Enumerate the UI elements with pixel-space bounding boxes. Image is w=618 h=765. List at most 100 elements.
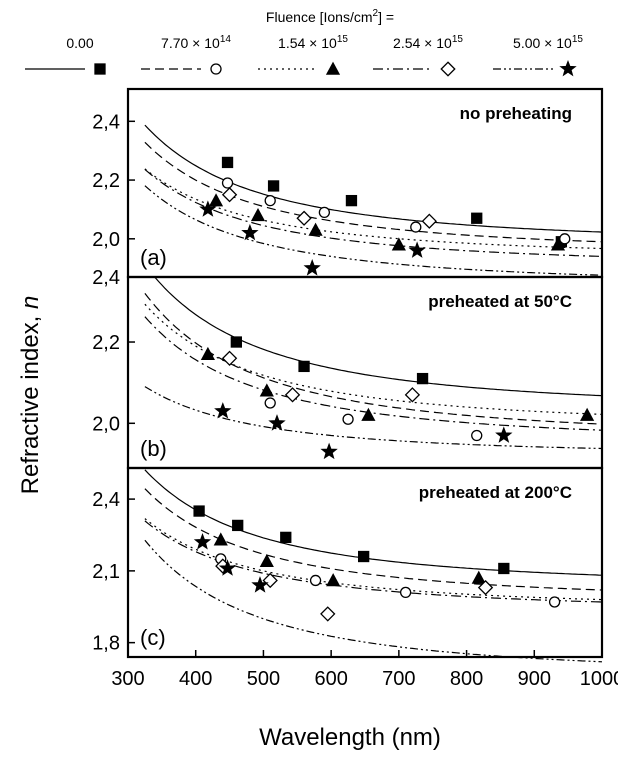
- y-tick-label: 2,2: [92, 170, 120, 192]
- data-point-series-5: [268, 414, 286, 431]
- legend: 0.00 7.70 × 1014 1.54 × 1015 2.54 × 1015 5.0…: [25, 34, 583, 77]
- data-point-series-5: [193, 533, 212, 550]
- x-tick-label: 600: [314, 668, 347, 690]
- x-tick-label: 500: [247, 668, 280, 690]
- x-axis-ticks: 300 400 500 600 700 800 900 1000: [111, 650, 618, 690]
- x-tick-label: 300: [111, 668, 144, 690]
- series-curve-4: [144, 168, 603, 257]
- series-curve-1: [144, 124, 603, 233]
- data-point-series-2: [548, 596, 561, 608]
- data-point-series-1: [357, 550, 370, 563]
- data-point-series-5: [251, 576, 269, 593]
- y-tick-label: 2,4: [92, 111, 120, 133]
- data-point-series-3: [259, 553, 274, 568]
- data-point-series-3: [550, 237, 566, 251]
- x-tick-label: 900: [518, 668, 551, 690]
- data-point-series-3: [308, 222, 323, 236]
- y-tick-label: 2,2: [92, 332, 120, 354]
- data-point-series-3: [250, 207, 266, 222]
- series-curve-4: [144, 316, 603, 431]
- data-point-series-5: [199, 200, 217, 217]
- data-point-series-5: [241, 223, 259, 241]
- data-point-series-4: [421, 213, 437, 229]
- data-point-series-4: [296, 210, 312, 226]
- data-point-series-1: [498, 562, 510, 575]
- data-point-series-1: [416, 372, 429, 385]
- legend-label: 0.00: [66, 35, 93, 51]
- data-point-series-3: [326, 573, 341, 587]
- data-point-series-4: [284, 387, 301, 403]
- series-curve-4: [144, 520, 603, 603]
- series-curve-1: [144, 276, 603, 397]
- data-point-series-3: [580, 407, 595, 421]
- panel-1: 2,4 2,0 2,2 2,4 (a) no preheating: [92, 87, 604, 289]
- y-tick-label: 2,1: [92, 561, 120, 583]
- data-point-series-1: [471, 212, 483, 224]
- legend-marker-circle-open: [210, 63, 222, 75]
- data-point-series-3: [361, 407, 376, 421]
- panel-frame: [126, 466, 604, 659]
- legend-label: 5.00 × 1015: [513, 34, 583, 51]
- panel-annotation: no preheating: [460, 104, 572, 123]
- data-point-series-2: [264, 194, 276, 207]
- data-point-series-4: [221, 187, 238, 203]
- data-point-series-4: [477, 579, 494, 596]
- series-curve-1: [144, 469, 603, 576]
- series-curve-5: [144, 185, 603, 276]
- data-point-series-3: [213, 532, 228, 546]
- legend-title: Fluence [Ions/cm2] =: [266, 8, 394, 25]
- data-point-series-1: [221, 156, 234, 169]
- series-curve-2: [144, 488, 603, 591]
- panel-label: (c): [140, 625, 166, 650]
- x-axis-title: Wavelength (nm): [259, 724, 441, 751]
- y-tick-label: 2,0: [92, 229, 120, 251]
- data-point-series-3: [471, 570, 486, 584]
- data-point-series-1: [267, 180, 280, 192]
- x-tick-label: 400: [179, 668, 212, 690]
- series-curve-3: [144, 303, 603, 415]
- series-curve-2: [144, 293, 603, 425]
- data-point-series-1: [230, 336, 242, 348]
- x-tick-label: 800: [450, 668, 483, 690]
- data-point-series-1: [232, 519, 244, 532]
- panel-3: 1,8 2,1 2,4 (c) preheated at 200°C: [92, 466, 604, 663]
- data-point-series-3: [208, 193, 224, 207]
- y-tick-label: 2,4: [92, 489, 120, 511]
- legend-marker-star-filled: [559, 59, 577, 77]
- panel-annotation: preheated at 50°C: [428, 292, 572, 311]
- data-point-series-2: [559, 233, 571, 245]
- x-tick-label: 700: [382, 668, 415, 690]
- data-point-series-5: [495, 426, 513, 443]
- data-point-series-2: [264, 397, 276, 409]
- panel-annotation: preheated at 200°C: [419, 483, 572, 502]
- data-point-series-1: [280, 531, 292, 544]
- panel-label: (a): [140, 245, 167, 270]
- legend-label: 7.70 × 1014: [161, 34, 231, 51]
- data-point-series-2: [309, 574, 322, 587]
- data-point-series-5: [320, 442, 338, 460]
- legend-marker-diamond-open: [440, 61, 456, 77]
- data-point-series-5: [214, 402, 232, 419]
- y-axis-title: Refractive index, n: [17, 296, 44, 495]
- series-curve-5: [144, 539, 603, 663]
- legend-label: 1.54 × 1015: [278, 34, 348, 51]
- data-point-series-1: [298, 360, 310, 373]
- data-point-series-3: [259, 383, 274, 397]
- x-tick-label: 1000: [580, 668, 618, 690]
- panel-label: (b): [140, 436, 167, 461]
- legend-marker-square-filled: [94, 63, 106, 75]
- data-point-series-1: [193, 505, 205, 517]
- data-point-series-3: [391, 237, 406, 251]
- series-curve-2: [144, 141, 603, 243]
- data-point-series-4: [404, 387, 421, 403]
- data-point-series-4: [221, 350, 238, 366]
- data-point-series-2: [342, 413, 354, 425]
- legend-label: 2.54 × 1015: [393, 34, 463, 51]
- data-point-series-5: [218, 559, 237, 576]
- y-tick-label: 1,8: [92, 633, 120, 655]
- series-curve-5: [144, 386, 603, 450]
- data-point-series-3: [200, 346, 215, 360]
- panels: 2,4 2,0 2,2 2,4 (a) no preheating 2,0 2,2 (b) pre…: [92, 87, 604, 663]
- panel-2: 2,0 2,2 (b) preheated at 50°C: [92, 275, 604, 470]
